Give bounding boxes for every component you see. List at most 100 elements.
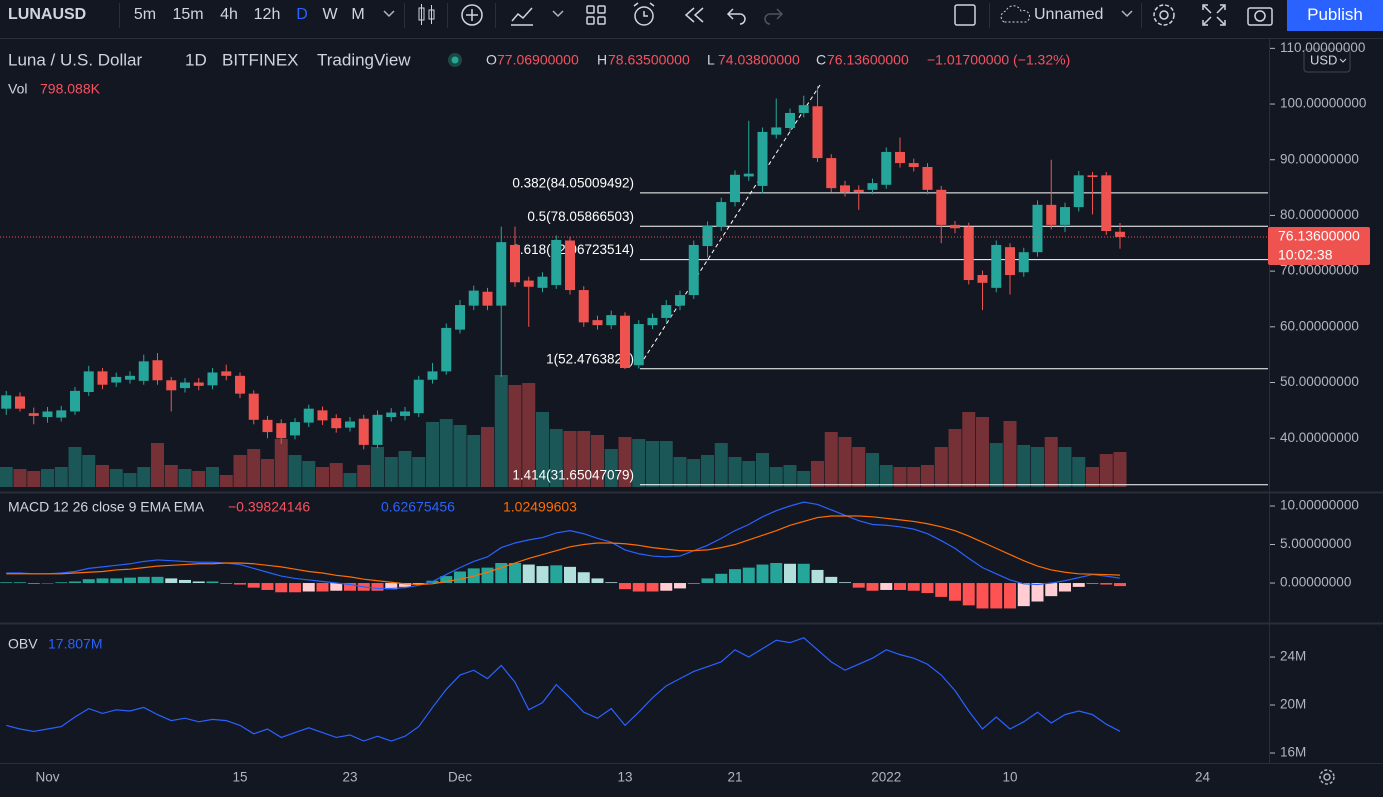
layout-name[interactable]: Unnamed <box>1034 6 1103 23</box>
candle-body <box>510 244 520 283</box>
macd-histogram-bar <box>137 576 150 584</box>
candle-body <box>757 131 768 186</box>
candle-body <box>1032 204 1043 253</box>
macd-histogram-bar <box>742 567 755 584</box>
symbol[interactable]: LUNAUSD <box>8 6 86 23</box>
indicators-icon[interactable] <box>511 7 533 26</box>
candle-body <box>1115 231 1125 237</box>
macd-histogram-bar <box>770 563 783 584</box>
add-indicator-icon[interactable] <box>461 4 483 26</box>
candle-body <box>1018 252 1029 273</box>
macd-histogram-bar <box>687 583 700 584</box>
macd-histogram-bar <box>1031 583 1044 602</box>
macd-histogram-bar <box>385 583 398 590</box>
volume-bar <box>219 474 233 487</box>
interval-button[interactable]: 15m <box>172 6 203 23</box>
interval-button[interactable]: M <box>351 6 364 23</box>
macd-legend-value: 0.62675456 <box>381 499 455 515</box>
volume-bar <box>797 470 811 487</box>
y-tick-label: 60.00000000 <box>1280 318 1359 333</box>
interval-dropdown[interactable] <box>383 10 395 18</box>
volume-bar <box>591 434 604 487</box>
candle-body <box>592 320 603 326</box>
volume-bar <box>357 464 371 487</box>
macd-histogram-bar <box>220 583 233 584</box>
volume-bar <box>563 430 577 487</box>
y-tick-label: 5.00000000 <box>1280 536 1351 551</box>
ohlc-value: 77.06900000 <box>497 52 579 68</box>
indicators-dropdown[interactable] <box>552 10 564 18</box>
candle-body <box>840 185 850 193</box>
volume-bar <box>398 450 412 487</box>
settings-icon[interactable] <box>1153 4 1175 26</box>
interval-button[interactable]: D <box>296 6 308 23</box>
interval-button[interactable]: 5m <box>134 6 156 23</box>
interval-button[interactable]: 12h <box>254 6 281 23</box>
candle-body <box>345 421 355 428</box>
volume-legend-value: 798.088K <box>40 81 101 97</box>
macd-histogram-bar <box>839 582 851 584</box>
volume-bar <box>1044 437 1058 487</box>
macd-histogram-bar <box>234 583 246 585</box>
macd-histogram-bar <box>715 573 728 584</box>
volume-bar <box>68 447 82 487</box>
macd-histogram-bar <box>330 583 343 591</box>
currency-label[interactable]: USD <box>1310 52 1337 67</box>
candle-body <box>1060 207 1070 225</box>
interval-button[interactable]: 4h <box>220 6 238 23</box>
volume-bar <box>962 412 976 487</box>
candle-body <box>675 295 685 306</box>
fullscreen-toggle[interactable] <box>954 4 976 26</box>
y-tick-label: 50.00000000 <box>1280 374 1359 389</box>
volume-bar <box>109 469 123 487</box>
axis-settings-icon[interactable] <box>1319 769 1335 785</box>
macd-histogram-bar <box>949 583 961 601</box>
volume-bar <box>151 443 164 487</box>
macd-histogram-bar <box>976 583 989 609</box>
volume-bar <box>618 437 632 487</box>
candle-body <box>606 315 617 326</box>
templates-icon[interactable] <box>586 5 606 25</box>
volume-bar <box>1058 447 1072 487</box>
symbol-title: Luna / U.S. Dollar <box>8 50 143 69</box>
macd-histogram-bar <box>399 583 411 587</box>
currency-dropdown[interactable] <box>1339 58 1347 63</box>
alert-icon[interactable] <box>633 2 655 26</box>
volume-bar <box>123 473 137 487</box>
candle-body <box>1046 204 1057 225</box>
change-value: −1.01700000 (−1.32%) <box>927 52 1070 68</box>
candle-body <box>70 390 80 412</box>
interval-button[interactable]: W <box>322 6 338 23</box>
undo-icon[interactable] <box>726 8 746 25</box>
currency-button[interactable] <box>1303 48 1351 73</box>
cloud-icon[interactable] <box>1000 5 1031 23</box>
macd-histogram-bar <box>701 578 714 584</box>
fullscreen-icon[interactable] <box>1202 4 1226 26</box>
volume-bar <box>494 374 508 487</box>
replay-icon[interactable] <box>684 7 704 23</box>
macd-histogram-bar <box>522 564 535 584</box>
candle-body <box>317 410 328 421</box>
candle-type-icon[interactable] <box>418 4 435 25</box>
volume-bar <box>274 439 288 487</box>
candle-body <box>565 240 575 291</box>
candle-body <box>523 280 534 287</box>
publish-label[interactable]: Publish <box>1307 5 1363 24</box>
macd-histogram-bar <box>674 583 686 589</box>
macd-histogram-bar <box>412 583 425 584</box>
snapshot-icon[interactable] <box>1247 7 1273 26</box>
layout-dropdown[interactable] <box>1121 10 1133 18</box>
publish-button[interactable] <box>1287 0 1383 31</box>
redo-icon[interactable] <box>764 8 784 25</box>
candle-body <box>303 408 314 423</box>
candle-body <box>468 290 479 306</box>
candle-body <box>386 412 397 418</box>
volume-bar <box>288 454 302 487</box>
volume-bar <box>646 440 659 487</box>
macd-histogram-bar <box>124 577 136 584</box>
candle-body <box>963 226 974 281</box>
x-tick-label: 15 <box>232 770 247 785</box>
volume-bar <box>426 422 439 487</box>
candle-body <box>1073 175 1084 208</box>
volume-bar <box>769 467 783 487</box>
